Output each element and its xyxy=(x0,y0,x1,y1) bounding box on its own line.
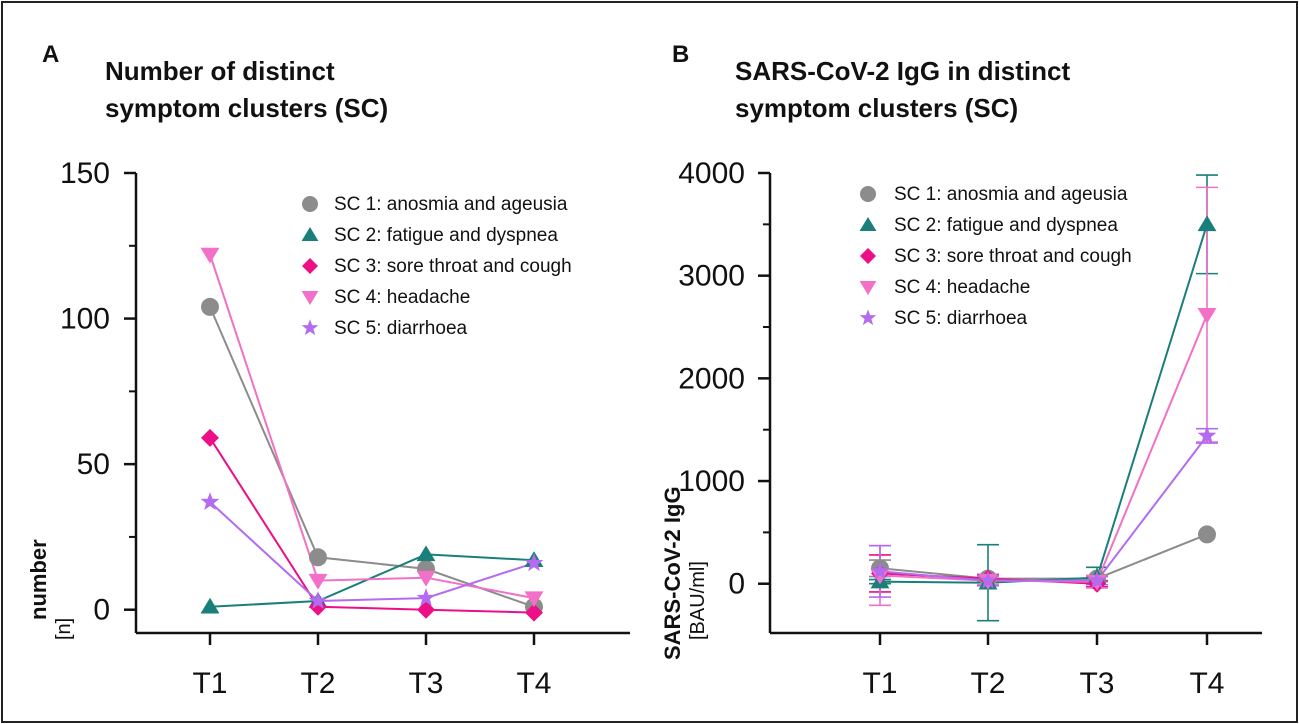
panel-b-legend-label-sc5: SC 5: diarrhoea xyxy=(894,308,1028,329)
panel-a-point-sc5-T3 xyxy=(416,588,436,607)
panel-b-legend-label-sc1: SC 1: anosmia and ageusia xyxy=(894,184,1128,205)
panel-a-point-sc5-T2 xyxy=(308,591,328,609)
panel-b-xtick-label: T2 xyxy=(970,667,1005,700)
panel-b-point-sc5-T3 xyxy=(1087,570,1107,589)
panel-b-ytick-label: 2000 xyxy=(678,362,745,395)
panel-a-legend-label-sc2: SC 2: fatigue and dyspnea xyxy=(334,225,558,246)
panel-a-point-sc3-T4 xyxy=(525,603,543,622)
panel-a-point-sc4-T3 xyxy=(416,570,436,587)
panel-a-point-sc3-T2 xyxy=(309,597,327,616)
panel-a-legend-marker-sc2 xyxy=(301,227,319,241)
panel-b-point-sc5-T2 xyxy=(978,570,998,589)
panel-b-point-sc4-T4 xyxy=(1197,307,1217,324)
panel-a-letter: A xyxy=(42,41,59,68)
panel-b-series-line-sc1 xyxy=(879,533,1208,580)
panel-a-ylabel-unit: [n] xyxy=(53,618,75,640)
panel-a-xtick-label: T2 xyxy=(300,667,335,700)
panel-a-legend-marker-sc1 xyxy=(302,196,318,212)
panel-b-ytick-label: 3000 xyxy=(678,260,745,293)
panel-b-xtick-label: T4 xyxy=(1189,667,1224,700)
panel-a-series-line-sc5 xyxy=(209,501,535,603)
panel-b-legend-label-sc3: SC 3: sore throat and cough xyxy=(894,246,1132,267)
panel-b-ylabel: SARS-CoV-2 IgG xyxy=(660,486,685,660)
panel-a-xtick-label: T4 xyxy=(516,667,551,700)
panel-b-point-sc1-T4 xyxy=(1198,525,1216,544)
panel-a-legend-label-sc3: SC 3: sore throat and cough xyxy=(334,256,572,277)
panel-a-point-sc2-T3 xyxy=(416,545,436,562)
panel-b-series-line-sc5 xyxy=(879,435,1208,582)
panel-a-legend-marker-sc5 xyxy=(301,319,319,336)
panel-b-letter: B xyxy=(672,41,689,68)
panel-b-plot: 0 1000 2000 3000 4000 T1 T2 T3 T4 SC 1: anosmia a… xyxy=(678,157,1262,700)
panel-a-ytick-label: 100 xyxy=(60,303,110,336)
panel-a-title-line-1: Number of distinct xyxy=(105,56,335,86)
panel-a-title-line-2: symptom clusters (SC) xyxy=(105,93,388,123)
panel-b-xtick-label: T1 xyxy=(862,667,897,700)
panel-a-legend-label-sc4: SC 4: headache xyxy=(334,287,470,308)
panel-a-series-line-sc3 xyxy=(209,437,535,614)
panel-a-ytick-label: 50 xyxy=(77,448,110,481)
panel-a-legend-marker-sc3 xyxy=(302,258,318,274)
panel-a-ytick-label: 0 xyxy=(93,594,110,627)
panel-a-xtick-label: T1 xyxy=(192,667,227,700)
panel-b-ylabel-unit: [BAU/ml] xyxy=(687,561,709,640)
panel-a-ylabel: number xyxy=(26,539,51,620)
panel-a-point-sc1-T1 xyxy=(201,297,219,316)
panel-a-xtick-label: T3 xyxy=(408,667,443,700)
panel-a-plot: 0 50 100 150 T1 T2 T3 T4 SC 1: anosmia and ageus… xyxy=(60,157,630,700)
panel-a-legend-marker-sc4 xyxy=(301,291,319,305)
panel-a-point-sc3-T3 xyxy=(417,600,435,619)
panel-b-point-sc5-T1 xyxy=(870,561,890,580)
panel-b-legend-marker-sc2 xyxy=(859,217,877,231)
panel-b-legend-marker-sc3 xyxy=(860,248,876,264)
panel-b-legend-marker-sc1 xyxy=(860,186,876,202)
panel-b-point-sc2-T4 xyxy=(1197,215,1217,232)
panel-b-point-sc5-T4 xyxy=(1197,426,1217,444)
panel-a-legend-label-sc1: SC 1: anosmia and ageusia xyxy=(334,194,568,215)
panel-b-ytick-label: 0 xyxy=(728,568,745,601)
panel-b-legend-marker-sc5 xyxy=(859,309,877,326)
panel-a-point-sc4-T4 xyxy=(524,591,544,608)
panel-a-point-sc3-T1 xyxy=(201,428,219,447)
panel-a-legend-label-sc5: SC 5: diarrhoea xyxy=(334,318,468,339)
panel-b-point-sc4-T1 xyxy=(870,568,890,585)
panel-a-ytick-label: 150 xyxy=(60,157,110,190)
panel-b-legend-label-sc2: SC 2: fatigue and dyspnea xyxy=(894,215,1118,236)
panel-b-legend-label-sc4: SC 4: headache xyxy=(894,277,1030,298)
panel-a-point-sc4-T2 xyxy=(308,573,328,590)
panel-b-legend-marker-sc4 xyxy=(859,281,877,295)
panel-b-ytick-label: 4000 xyxy=(678,157,745,190)
panel-b-title-line-2: symptom clusters (SC) xyxy=(735,93,1018,123)
panel-a-series-line-sc4 xyxy=(209,254,535,600)
panel-a-point-sc5-T4 xyxy=(524,553,544,572)
panel-b-xtick-label: T3 xyxy=(1079,667,1114,700)
panel-a-point-sc1-T2 xyxy=(309,548,327,567)
panel-a-series-line-sc2 xyxy=(209,553,535,608)
panel-a-point-sc4-T1 xyxy=(200,247,220,264)
panel-a-point-sc5-T1 xyxy=(200,492,220,510)
panel-b-title-line-1: SARS-CoV-2 IgG in distinct xyxy=(735,56,1070,86)
panel-a-point-sc2-T1 xyxy=(200,597,220,614)
panel-b-ytick-label: 1000 xyxy=(678,465,745,498)
